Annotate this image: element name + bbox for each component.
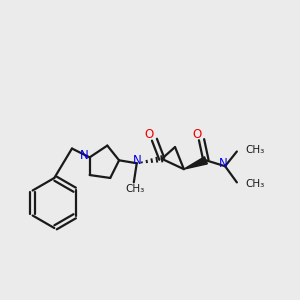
Text: CH₃: CH₃ — [246, 145, 265, 155]
Text: O: O — [145, 128, 154, 141]
Text: N: N — [219, 157, 228, 170]
Text: CH₃: CH₃ — [246, 179, 265, 189]
Polygon shape — [184, 157, 207, 169]
Text: O: O — [193, 128, 202, 141]
Text: N: N — [132, 154, 141, 167]
Text: N: N — [80, 149, 89, 162]
Text: CH₃: CH₃ — [126, 184, 145, 194]
